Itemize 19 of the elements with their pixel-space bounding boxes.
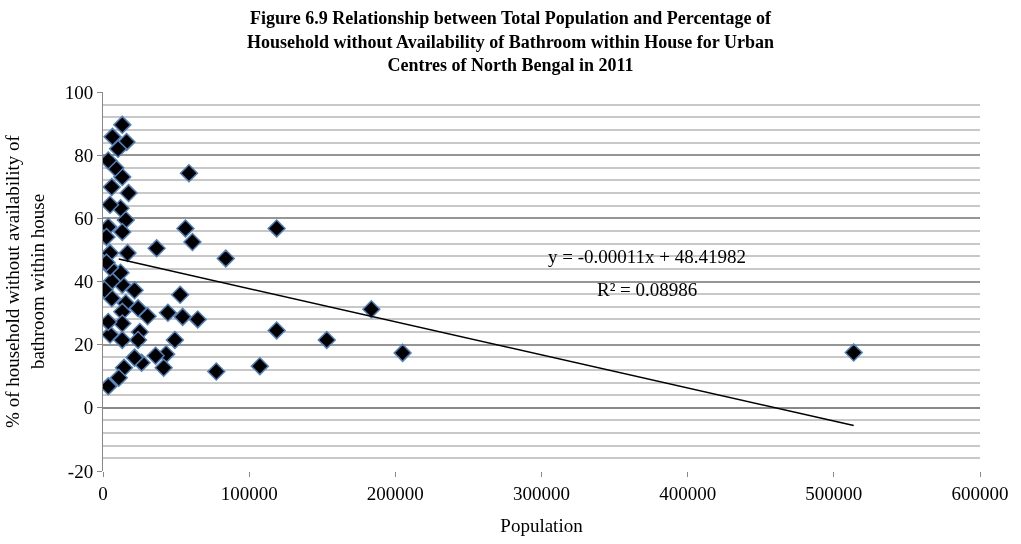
y-tick-label: 80 bbox=[74, 144, 94, 166]
x-tick-label: 600000 bbox=[951, 482, 1009, 504]
annotation: y = -0.00011x + 48.41982 bbox=[548, 246, 747, 267]
y-tick-label: 40 bbox=[74, 271, 94, 293]
y-tick-label: 60 bbox=[74, 207, 94, 229]
y-tick-label: 100 bbox=[64, 81, 94, 103]
annotation: R² = 0.08986 bbox=[597, 279, 698, 300]
y-tick-label: 0 bbox=[83, 397, 94, 419]
y-tick-label: -20 bbox=[67, 460, 94, 482]
chart-title: Figure 6.9 Relationship between Total Population and Percentage of Household without Availability of Bathroom within House for Urban Centres of North Bengal in 2011 bbox=[246, 8, 775, 76]
y-tick-label: 20 bbox=[74, 334, 94, 356]
x-tick-label: 200000 bbox=[366, 482, 424, 504]
x-tick-label: 300000 bbox=[513, 482, 570, 504]
x-axis-title: Population bbox=[500, 514, 584, 536]
x-tick-label: 0 bbox=[98, 482, 108, 504]
x-tick-label: 400000 bbox=[659, 482, 717, 504]
y-axis-title: % of household without availability of bathroom within house bbox=[1, 134, 48, 428]
x-tick-label: 100000 bbox=[220, 482, 278, 504]
x-tick-label: 500000 bbox=[805, 482, 863, 504]
